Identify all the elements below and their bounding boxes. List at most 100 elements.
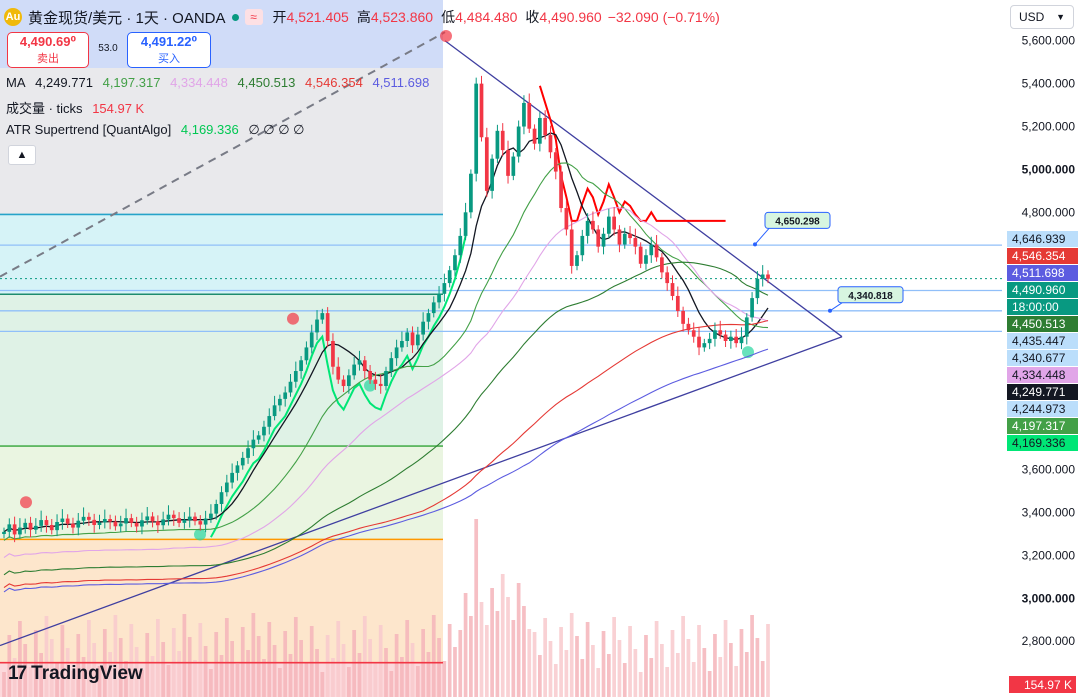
candle-body (209, 513, 213, 519)
candle (18, 518, 22, 539)
volume-bar (723, 620, 728, 697)
candle-body (426, 313, 431, 322)
symbol-title[interactable]: 黄金现货/美元 · 1天 · OANDA (28, 9, 226, 27)
candle (76, 512, 81, 536)
volume-bar (622, 663, 627, 697)
candle (177, 512, 181, 528)
candle (548, 125, 553, 159)
price-label-text: 4,340.677 (1012, 351, 1066, 365)
price-label-bg (1007, 231, 1078, 247)
price-axis: 5,600.000 5,400.000 5,200.000 5,000.000 4,80… (1003, 0, 1080, 697)
candle-body (723, 334, 728, 341)
volume-bar (410, 643, 415, 697)
candle (33, 518, 38, 535)
candle (644, 249, 648, 270)
ma-legend[interactable]: MA 4,249.771 4,197.317 4,334.448 4,450.5… (6, 75, 435, 90)
volume-legend[interactable]: 成交量 · ticks 154.97 K (6, 98, 150, 117)
price-label: 4,511.698 (1007, 265, 1078, 281)
candle-body (331, 340, 335, 367)
candle-body (145, 516, 150, 521)
volume-bar (606, 654, 611, 697)
ma-value-1: 4,249.771 (35, 75, 93, 90)
supertrend-flip-marker (20, 496, 32, 509)
candle (389, 352, 394, 378)
price-label-bg (1007, 248, 1078, 264)
price-tick-label: 2,800.000 (1022, 634, 1076, 648)
candle-body (394, 347, 399, 359)
candle-body (347, 375, 351, 387)
volume-bar (230, 641, 234, 697)
candle (596, 225, 601, 253)
volume-bar (744, 652, 749, 697)
annotations: 4,650.298 4,340.818 (753, 211, 904, 313)
candle-body (81, 516, 86, 521)
volume-bar (511, 620, 516, 697)
candle (325, 307, 330, 347)
volume-bar (405, 620, 410, 697)
candle (193, 512, 197, 526)
candle-body (278, 398, 282, 406)
sell-button[interactable]: 4,490.69⁰ 卖出 (7, 32, 89, 68)
volume-bar (516, 583, 521, 697)
candle (384, 366, 388, 391)
volume-bar (113, 615, 118, 697)
candle-body (362, 360, 367, 372)
volume-bar (675, 653, 680, 697)
buy-price: 4,491.22⁰ (140, 34, 198, 49)
candle (479, 75, 484, 142)
volume-bar (65, 648, 70, 697)
price-label-bg (1007, 282, 1078, 298)
candle (102, 509, 107, 529)
candle (702, 338, 707, 352)
candle (553, 147, 558, 180)
candle-body (431, 302, 436, 314)
tradingview-logo: 17 TradingView (8, 663, 143, 685)
collapse-legend-button[interactable]: ▲ (8, 145, 36, 165)
candle-body (60, 518, 65, 522)
candle (484, 127, 489, 197)
volume-bar (293, 617, 298, 697)
wave-icon[interactable]: ≈ (244, 9, 263, 25)
candle (373, 371, 378, 390)
candle-body (665, 272, 670, 284)
candle (670, 275, 675, 301)
price-label-text: 4,435.447 (1012, 334, 1066, 348)
candle (612, 207, 616, 236)
currency-select[interactable]: USD ▼ (1010, 5, 1074, 29)
candle (166, 505, 171, 526)
currency-label: USD (1019, 10, 1045, 24)
candle (293, 361, 298, 388)
candle-body (39, 520, 43, 526)
candle (362, 356, 367, 379)
spread-value: 53.0 (98, 43, 118, 54)
volume-bar (336, 621, 341, 697)
candle (575, 250, 579, 271)
volume-bar (341, 644, 346, 697)
price-label-text: 18:00:00 (1012, 300, 1059, 314)
buy-button[interactable]: 4,491.22⁰ 买入 (127, 32, 211, 68)
volume-bar (187, 637, 192, 697)
candle-body (421, 321, 425, 335)
supertrend-up-line (210, 235, 467, 538)
price-label-text: 4,249.771 (1012, 385, 1066, 399)
volume-axis-label-text: 154.97 K (1024, 678, 1072, 692)
volume-bar (7, 635, 12, 697)
candle-body (7, 524, 12, 532)
candle (357, 350, 362, 371)
candle (288, 374, 293, 397)
volume-bar (681, 616, 685, 697)
ma-line-4 (3, 261, 769, 576)
candle-body (447, 270, 452, 284)
candle-body (744, 317, 749, 337)
candle-body (729, 336, 733, 341)
price-label-text: 4,546.354 (1012, 249, 1066, 263)
candle-body (585, 220, 590, 236)
candle (474, 77, 479, 182)
supertrend-legend[interactable]: ATR Supertrend [QuantAlgo] 4,169.336 ∅ ∅… (6, 122, 310, 138)
supertrend-bands (20, 30, 754, 541)
candle-body (633, 238, 638, 247)
candle-body (739, 336, 744, 344)
volume-bar (320, 672, 325, 697)
price-label-text: 4,197.317 (1012, 419, 1066, 433)
